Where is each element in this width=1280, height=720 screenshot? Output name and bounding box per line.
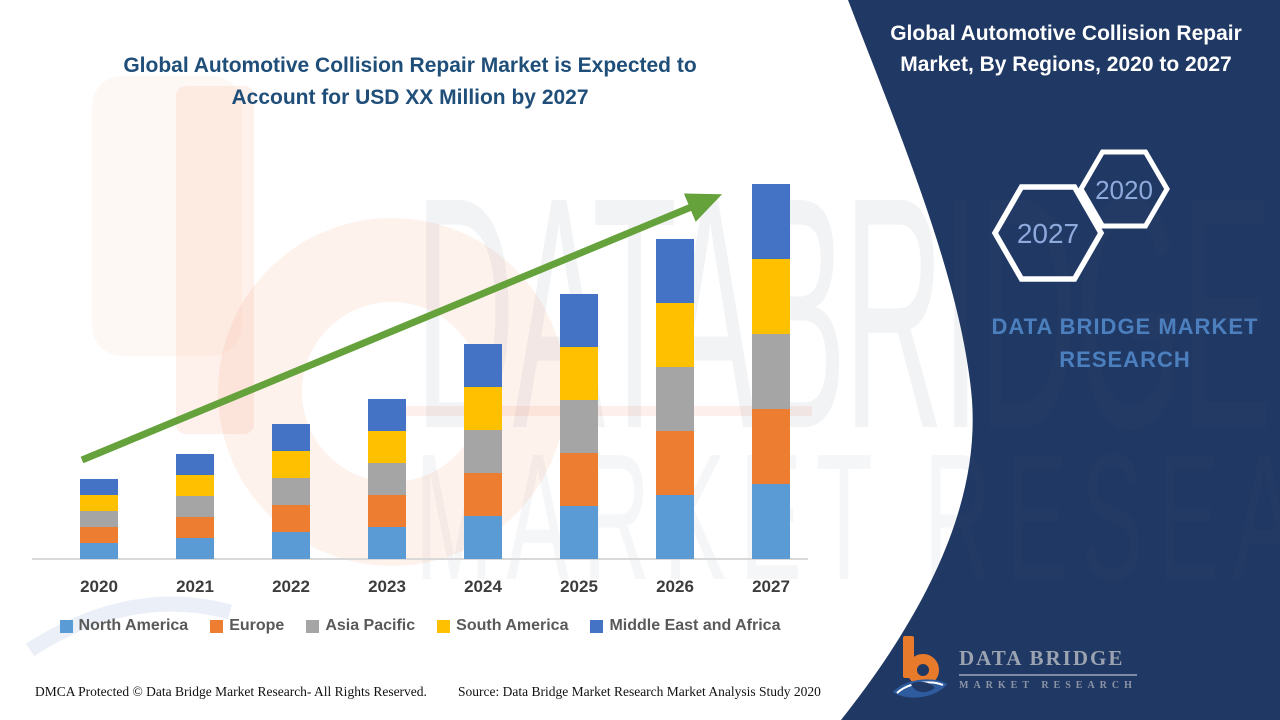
brand-text-line2: RESEARCH — [1059, 347, 1191, 372]
bar-segment-2021 — [176, 538, 214, 559]
panel-title-line2: Market, By Regions, 2020 to 2027 — [900, 53, 1232, 76]
hexagon-2027-label: 2027 — [1017, 218, 1079, 249]
legend-label: North America — [78, 617, 189, 634]
bar-segment-2022 — [272, 532, 310, 559]
company-logo-subtitle: MARKET RESEARCH — [959, 680, 1137, 691]
x-axis-label-2023: 2023 — [368, 577, 406, 596]
logo-bowl — [907, 654, 939, 686]
panel-title-line1: Global Automotive Collision Repair — [890, 22, 1242, 45]
legend-label: Europe — [229, 617, 285, 634]
bar-segment-2021 — [176, 475, 214, 496]
legend-swatch — [437, 619, 451, 633]
bar-segment-2023 — [368, 463, 406, 495]
panel-title: Global Automotive Collision Repair Marke… — [856, 18, 1276, 80]
bar-segment-2021 — [176, 496, 214, 517]
chart-headline: Global Automotive Collision Repair Marke… — [40, 50, 780, 114]
bar-segment-2023 — [368, 495, 406, 527]
hexagon-2020 — [1078, 149, 1170, 229]
bar-segment-2020 — [80, 511, 118, 527]
bar-segment-2022 — [272, 478, 310, 505]
bar-segment-2024 — [464, 473, 502, 516]
bar-segment-2020 — [80, 495, 118, 511]
x-axis-label-2020: 2020 — [80, 577, 118, 596]
legend-item: South America — [437, 617, 568, 635]
chart-headline-line2: Account for USD XX Million by 2027 — [231, 86, 589, 109]
company-logo-name: DATA BRIDGE — [959, 646, 1137, 676]
bar-segment-2020 — [80, 479, 118, 495]
chart-legend: North America Europe Asia Pacific South Ame… — [35, 617, 805, 635]
side-panel-shape — [841, 0, 1280, 720]
x-axis-label-2026: 2026 — [656, 577, 694, 596]
x-axis-line — [32, 558, 808, 560]
legend-item: Europe — [210, 617, 284, 635]
legend-swatch — [306, 619, 320, 633]
bar-segment-2023 — [368, 527, 406, 559]
legend-label: Middle East and Africa — [609, 617, 781, 634]
bar-segment-2021 — [176, 517, 214, 538]
bar-segment-2022 — [272, 505, 310, 532]
legend-item: Middle East and Africa — [590, 617, 780, 635]
stacked-bar-2027 — [752, 184, 790, 559]
x-axis-label-2024: 2024 — [464, 577, 502, 596]
bar-segment-2027 — [752, 409, 790, 484]
legend-label: Asia Pacific — [325, 617, 416, 634]
legend-swatch — [210, 619, 224, 633]
company-logo-icon — [893, 636, 947, 698]
legend-label: South America — [456, 617, 569, 634]
bar-segment-2027 — [752, 259, 790, 334]
source-note: Source: Data Bridge Market Research Mark… — [458, 684, 821, 699]
chart-headline-line1: Global Automotive Collision Repair Marke… — [123, 54, 697, 77]
logo-swoosh-dark — [911, 681, 935, 693]
bar-segment-2027 — [752, 484, 790, 559]
x-axis-label-2021: 2021 — [176, 577, 214, 596]
stacked-bar-2020 — [80, 479, 118, 559]
legend-item: Asia Pacific — [306, 617, 415, 635]
brand-text-line1: DATA BRIDGE MARKET — [991, 314, 1259, 339]
dmca-notice: DMCA Protected © Data Bridge Market Rese… — [35, 684, 427, 699]
x-axis-label-2022: 2022 — [272, 577, 310, 596]
hexagon-2027 — [991, 184, 1105, 282]
legend-item: North America — [59, 617, 189, 635]
company-logo-text: DATA BRIDGE MARKET RESEARCH — [959, 646, 1137, 691]
company-logo: DATA BRIDGE MARKET RESEARCH — [891, 634, 1137, 704]
x-axis-label-2025: 2025 — [560, 577, 598, 596]
bar-segment-2024 — [464, 516, 502, 559]
bar-segment-2025 — [560, 506, 598, 559]
legend-swatch — [590, 619, 604, 633]
bar-segment-2027 — [752, 334, 790, 409]
brand-text: DATA BRIDGE MARKET RESEARCH — [985, 310, 1265, 376]
hexagon-2020-label: 2020 — [1095, 175, 1153, 205]
legend-swatch — [59, 619, 73, 633]
bar-segment-2027 — [752, 184, 790, 259]
bar-segment-2020 — [80, 527, 118, 543]
x-axis-label-2027: 2027 — [752, 577, 790, 596]
bar-segment-2020 — [80, 543, 118, 559]
bar-segment-2026 — [656, 495, 694, 559]
